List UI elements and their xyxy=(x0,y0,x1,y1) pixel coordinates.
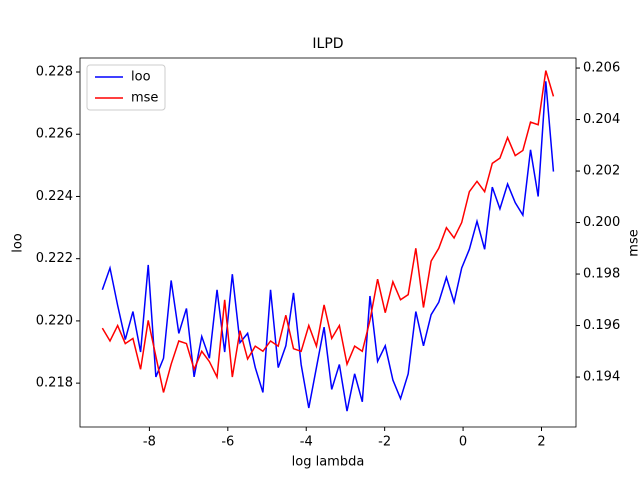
y-tick-label: 0.222 xyxy=(36,251,73,266)
x-tick-label: -4 xyxy=(300,435,313,450)
x-tick-label: -8 xyxy=(143,435,156,450)
y-tick-label: 0.224 xyxy=(36,189,73,204)
y2-tick-label: 0.202 xyxy=(583,164,620,179)
y2-axis-label: mse xyxy=(627,229,640,256)
y2-tick-label: 0.198 xyxy=(583,267,620,282)
legend-label: mse xyxy=(131,91,158,106)
y2-tick-label: 0.194 xyxy=(583,370,620,385)
y2-tick-label: 0.196 xyxy=(583,318,620,333)
x-tick-label: 0 xyxy=(459,435,467,450)
legend-label: loo xyxy=(131,70,151,85)
y-tick-label: 0.220 xyxy=(36,313,73,328)
x-tick-label: -2 xyxy=(378,435,391,450)
y2-tick-label: 0.200 xyxy=(583,215,620,230)
y2-tick-label: 0.204 xyxy=(583,112,620,127)
axes-frame xyxy=(79,57,577,428)
y-tick-label: 0.218 xyxy=(36,376,73,391)
x-axis-label: log lambda xyxy=(292,455,365,470)
y2-tick-label: 0.206 xyxy=(583,61,620,76)
series-line xyxy=(101,70,555,393)
series-line xyxy=(101,81,555,412)
y-axis-label: loo xyxy=(11,233,26,253)
x-tick-label: -6 xyxy=(221,435,234,450)
x-tick-label: 2 xyxy=(537,435,545,450)
y-tick-label: 0.226 xyxy=(36,127,73,142)
chart-title: ILPD xyxy=(312,36,343,52)
y-tick-label: 0.228 xyxy=(36,65,73,80)
